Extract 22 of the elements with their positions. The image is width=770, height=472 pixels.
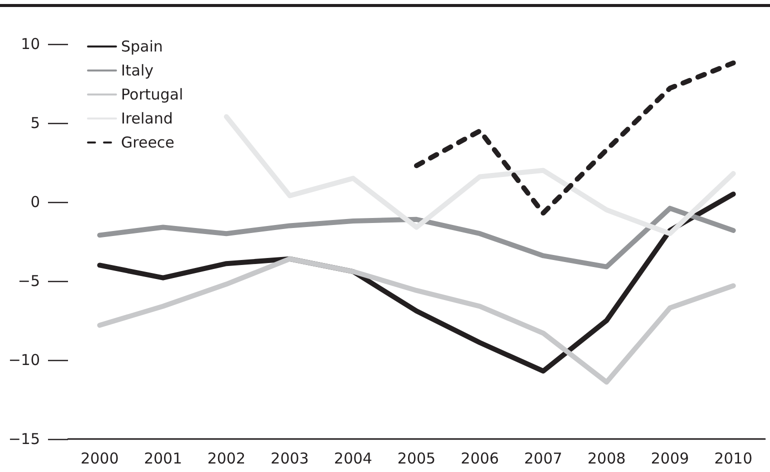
x-tick-label: 2003 <box>270 450 309 468</box>
x-tick-label: 2001 <box>144 450 182 468</box>
legend-label: Ireland <box>121 110 173 128</box>
x-tick-label: 2000 <box>80 450 119 468</box>
y-tick-label: −10 <box>8 351 40 369</box>
x-tick-label: 2010 <box>714 450 752 468</box>
legend-label: Italy <box>121 62 154 80</box>
y-tick-label: −5 <box>18 272 40 290</box>
x-tick-label: 2002 <box>207 450 246 468</box>
legend-label: Spain <box>121 38 163 56</box>
y-tick-label: 5 <box>30 114 40 132</box>
x-tick-label: 2009 <box>650 450 690 468</box>
y-tick-label: −15 <box>8 430 40 448</box>
x-tick-label: 2004 <box>334 450 372 468</box>
x-tick-label: 2005 <box>397 450 436 468</box>
x-tick-label: 2006 <box>460 450 499 468</box>
x-tick-label: 2008 <box>587 450 626 468</box>
y-tick-label: 10 <box>20 35 40 53</box>
legend-label: Greece <box>121 134 174 152</box>
x-tick-label: 2007 <box>524 450 562 468</box>
y-tick-label: 0 <box>30 193 40 211</box>
legend-label: Portugal <box>121 86 184 104</box>
